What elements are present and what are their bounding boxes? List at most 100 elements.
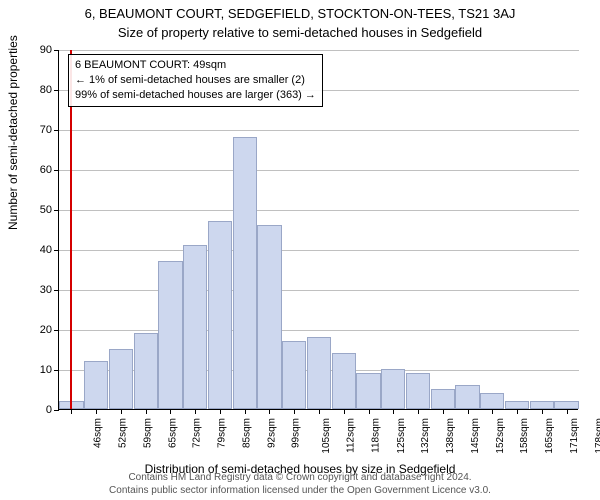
xtick-mark — [71, 409, 72, 414]
ytick-label: 30 — [22, 284, 52, 296]
ytick-mark — [54, 370, 59, 371]
xtick-mark — [195, 409, 196, 414]
annotation-box: 6 BEAUMONT COURT: 49sqm ← 1% of semi-det… — [68, 54, 323, 107]
histogram-bar — [431, 389, 455, 409]
ytick-mark — [54, 130, 59, 131]
histogram-bar — [406, 373, 430, 409]
histogram-bar — [307, 337, 331, 409]
xtick-label: 132sqm — [420, 418, 431, 454]
xtick-mark — [492, 409, 493, 414]
chart-title-address: 6, BEAUMONT COURT, SEDGEFIELD, STOCKTON-… — [0, 0, 600, 21]
ytick-label: 40 — [22, 244, 52, 256]
xtick-label: 79sqm — [217, 418, 228, 448]
histogram-bar — [480, 393, 504, 409]
ytick-mark — [54, 410, 59, 411]
histogram-bar — [530, 401, 554, 409]
histogram-bar — [109, 349, 133, 409]
ytick-label: 70 — [22, 124, 52, 136]
histogram-bar — [332, 353, 356, 409]
ytick-label: 10 — [22, 364, 52, 376]
ytick-label: 20 — [22, 324, 52, 336]
xtick-label: 118sqm — [370, 418, 381, 453]
ytick-label: 90 — [22, 44, 52, 56]
histogram-bar — [158, 261, 182, 409]
histogram-bar — [455, 385, 479, 409]
xtick-label: 152sqm — [495, 418, 506, 454]
xtick-label: 138sqm — [445, 418, 456, 454]
histogram-bar — [134, 333, 158, 409]
xtick-mark — [294, 409, 295, 414]
histogram-bar — [554, 401, 578, 409]
xtick-mark — [170, 409, 171, 414]
histogram-bar — [233, 137, 257, 409]
xtick-mark — [220, 409, 221, 414]
xtick-mark — [468, 409, 469, 414]
xtick-label: 178sqm — [594, 418, 600, 454]
ytick-mark — [54, 250, 59, 251]
histogram-bar — [505, 401, 529, 409]
xtick-label: 145sqm — [470, 418, 481, 454]
xtick-mark — [369, 409, 370, 414]
gridline — [59, 290, 579, 291]
histogram-bar — [257, 225, 281, 409]
xtick-label: 85sqm — [241, 418, 252, 448]
histogram-bar — [282, 341, 306, 409]
xtick-label: 59sqm — [142, 418, 153, 448]
xtick-label: 105sqm — [321, 418, 332, 454]
ytick-label: 50 — [22, 204, 52, 216]
xtick-mark — [96, 409, 97, 414]
xtick-label: 112sqm — [345, 418, 356, 453]
chart-title-desc: Size of property relative to semi-detach… — [0, 21, 600, 40]
ytick-mark — [54, 90, 59, 91]
footer-line1: Contains HM Land Registry data © Crown c… — [0, 472, 600, 485]
gridline — [59, 170, 579, 171]
xtick-mark — [443, 409, 444, 414]
ytick-mark — [54, 50, 59, 51]
ytick-label: 0 — [22, 404, 52, 416]
histogram-bar — [183, 245, 207, 409]
xtick-mark — [393, 409, 394, 414]
annotation-line3: 99% of semi-detached houses are larger (… — [75, 88, 316, 103]
xtick-mark — [269, 409, 270, 414]
xtick-mark — [121, 409, 122, 414]
xtick-label: 65sqm — [167, 418, 178, 448]
gridline — [59, 250, 579, 251]
y-axis-label: Number of semi-detached properties — [6, 35, 20, 230]
xtick-label: 165sqm — [544, 418, 555, 454]
xtick-label: 125sqm — [396, 418, 407, 454]
xtick-mark — [418, 409, 419, 414]
histogram-bar — [208, 221, 232, 409]
histogram-bar — [356, 373, 380, 409]
xtick-mark — [319, 409, 320, 414]
xtick-label: 46sqm — [93, 418, 104, 448]
xtick-label: 99sqm — [291, 418, 302, 448]
ytick-label: 80 — [22, 84, 52, 96]
xtick-label: 52sqm — [118, 418, 129, 448]
xtick-label: 158sqm — [519, 418, 530, 454]
annotation-line1: 6 BEAUMONT COURT: 49sqm — [75, 58, 316, 73]
xtick-mark — [542, 409, 543, 414]
ytick-mark — [54, 290, 59, 291]
xtick-mark — [245, 409, 246, 414]
footer-attribution: Contains HM Land Registry data © Crown c… — [0, 472, 600, 497]
annotation-line2: ← 1% of semi-detached houses are smaller… — [75, 73, 316, 88]
xtick-label: 72sqm — [192, 418, 203, 448]
gridline — [59, 330, 579, 331]
xtick-mark — [517, 409, 518, 414]
gridline — [59, 130, 579, 131]
xtick-mark — [344, 409, 345, 414]
xtick-mark — [567, 409, 568, 414]
ytick-mark — [54, 170, 59, 171]
histogram-bar — [84, 361, 108, 409]
ytick-mark — [54, 330, 59, 331]
xtick-mark — [146, 409, 147, 414]
ytick-label: 60 — [22, 164, 52, 176]
ytick-mark — [54, 210, 59, 211]
histogram-bar — [381, 369, 405, 409]
chart-area: 010203040506070809046sqm52sqm59sqm65sqm7… — [58, 50, 578, 440]
xtick-label: 92sqm — [266, 418, 277, 448]
footer-line2: Contains public sector information licen… — [0, 485, 600, 498]
gridline — [59, 210, 579, 211]
gridline — [59, 50, 579, 51]
xtick-label: 171sqm — [569, 418, 580, 454]
